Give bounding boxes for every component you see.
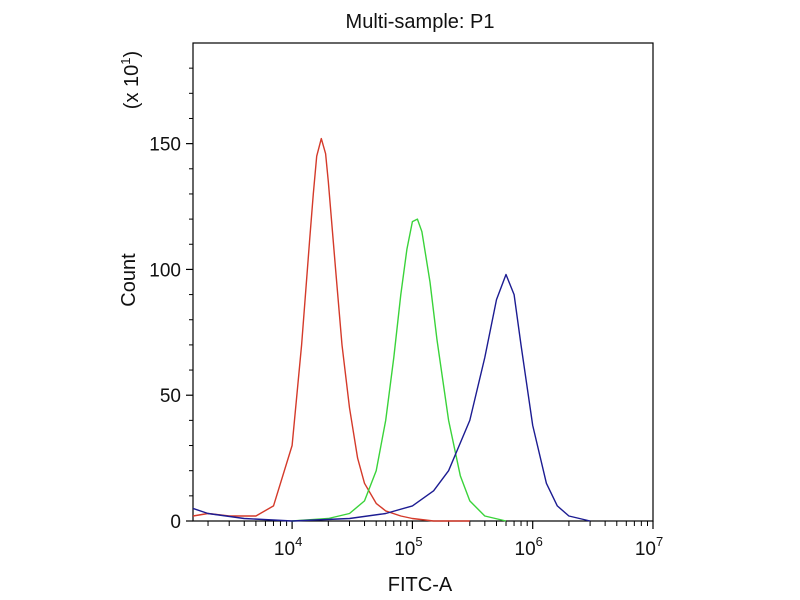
- y-tick-labels: 0 50 100 150: [149, 135, 181, 533]
- x-tick-base: 10: [274, 539, 295, 560]
- y-tick-label: 150: [149, 135, 181, 156]
- histogram-series-1: [192, 137, 470, 522]
- x-tick-exponent: 4: [295, 534, 302, 549]
- x-tick-exponent: 7: [656, 534, 663, 549]
- x-tick-label: 107: [635, 534, 663, 560]
- y-axis-title: Count: [118, 253, 140, 307]
- plot-frame: [192, 42, 654, 522]
- x-tick-exponent: 6: [536, 534, 543, 549]
- histogram-series-3: [192, 273, 591, 522]
- y-multiplier-label: (x 101): [118, 51, 143, 109]
- y-tick-label: 50: [160, 386, 181, 407]
- x-tick-labels: 104 105 106 107: [274, 534, 663, 560]
- y-multiplier-prefix: (x 10: [121, 65, 143, 109]
- x-tick-label: 106: [515, 534, 543, 560]
- x-tick-label: 105: [394, 534, 422, 560]
- ticks-layer: [186, 67, 654, 529]
- y-tick-label: 0: [170, 512, 181, 533]
- series-layer: [192, 137, 591, 522]
- x-tick-label: 104: [274, 534, 302, 560]
- histogram-series-2: [292, 218, 507, 522]
- x-axis-title: FITC-A: [388, 574, 453, 596]
- y-multiplier-close: ): [121, 51, 143, 58]
- y-multiplier-exponent: 1: [118, 57, 133, 64]
- x-tick-base: 10: [515, 539, 536, 560]
- chart-title: Multi-sample: P1: [346, 11, 495, 33]
- x-tick-base: 10: [394, 539, 415, 560]
- y-tick-label: 100: [149, 260, 181, 281]
- x-tick-base: 10: [635, 539, 656, 560]
- x-tick-exponent: 5: [415, 534, 422, 549]
